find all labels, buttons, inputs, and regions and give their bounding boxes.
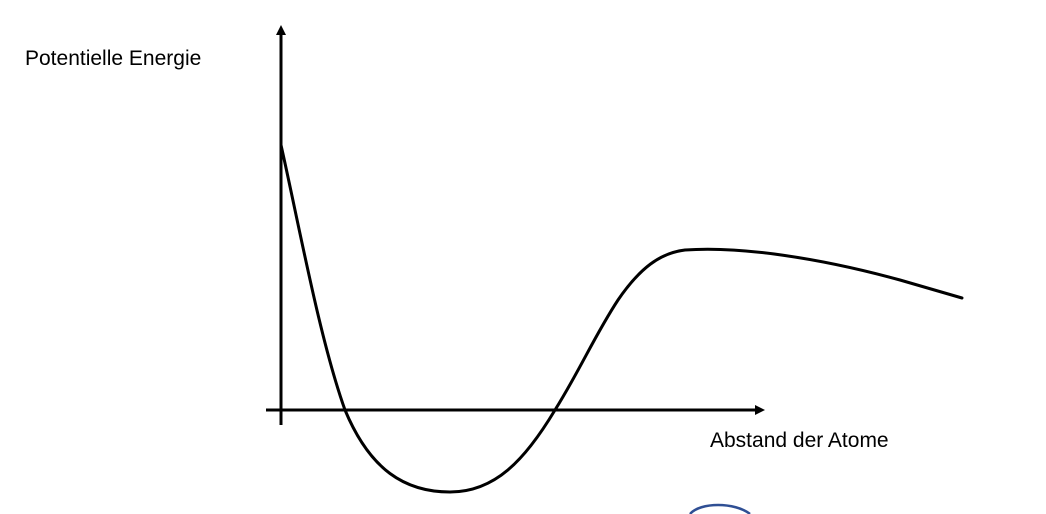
x-axis-label: Abstand der Atome [710, 429, 889, 452]
y-axis-label: Potentielle Energie [25, 47, 201, 70]
decorative-circle-arc [689, 503, 751, 514]
energy-curve [279, 143, 964, 494]
